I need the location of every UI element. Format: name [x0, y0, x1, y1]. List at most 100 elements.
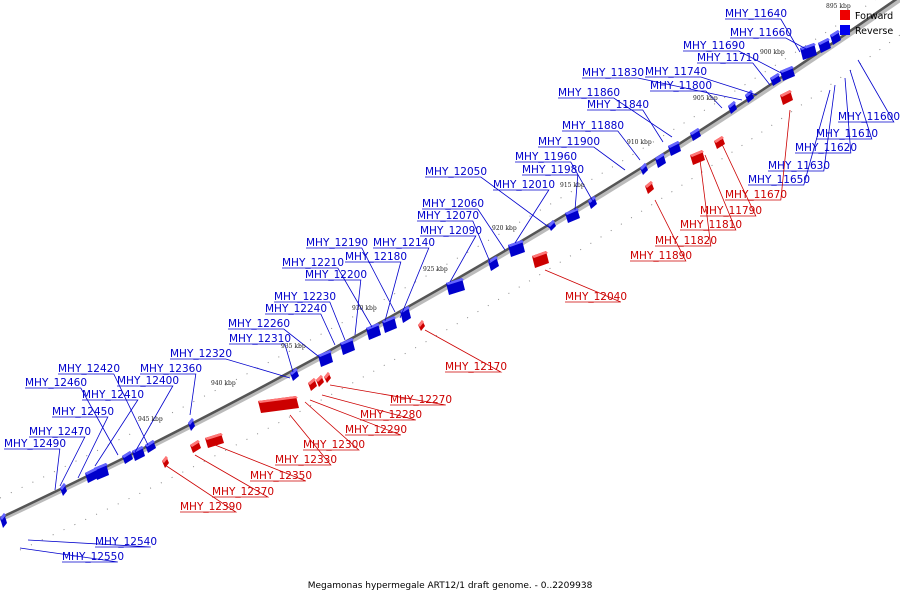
reverse-gene-label[interactable]: MHY_11640: [725, 8, 787, 20]
forward-gene-label[interactable]: MHY_12290: [345, 424, 407, 436]
forward-gene-label[interactable]: MHY_12270: [390, 394, 452, 406]
reverse-gene-label[interactable]: MHY_11620: [795, 142, 857, 154]
forward-gene-glyph[interactable]: [190, 440, 201, 453]
reverse-gene-label[interactable]: MHY_11860: [558, 87, 620, 99]
reverse-gene-label[interactable]: MHY_12140: [373, 237, 435, 249]
reverse-gene-label[interactable]: MHY_12470: [29, 426, 91, 438]
forward-gene-label[interactable]: MHY_12280: [360, 409, 422, 421]
forward-gene-glyph[interactable]: [714, 136, 725, 149]
forward-gene-label[interactable]: MHY_11820: [655, 235, 717, 247]
forward-gene-label[interactable]: MHY_11810: [680, 219, 742, 231]
forward-gene-glyph[interactable]: [205, 433, 224, 448]
reverse-gene-label[interactable]: MHY_12200: [305, 269, 367, 281]
reverse-gene-glyph[interactable]: [565, 208, 580, 223]
reverse-gene-label[interactable]: MHY_11710: [697, 52, 759, 64]
reverse-gene-glyph[interactable]: [188, 418, 195, 431]
reverse-gene-label[interactable]: MHY_12420: [58, 363, 120, 375]
reverse-gene-label[interactable]: MHY_11600: [838, 111, 900, 123]
forward-gene-glyph[interactable]: [316, 375, 324, 387]
forward-gene-label[interactable]: MHY_12370: [212, 486, 274, 498]
reverse-gene-label[interactable]: MHY_11980: [522, 164, 584, 176]
reverse-gene-glyph[interactable]: [488, 256, 499, 271]
reverse-gene-glyph[interactable]: [318, 350, 333, 367]
reverse-gene-label[interactable]: MHY_11740: [645, 66, 707, 78]
forward-gene-glyph[interactable]: [258, 396, 299, 413]
reverse-gene-label[interactable]: MHY_12070: [417, 210, 479, 222]
reverse-gene-label[interactable]: MHY_11880: [562, 120, 624, 132]
reverse-gene-label[interactable]: MHY_12230: [274, 291, 336, 303]
reverse-gene-label[interactable]: MHY_11650: [748, 174, 810, 186]
reverse-gene-leader-line: [274, 301, 346, 341]
reverse-gene-glyph[interactable]: [340, 338, 355, 355]
reverse-gene-label[interactable]: MHY_12060: [422, 198, 484, 210]
reverse-gene-label[interactable]: MHY_11830: [582, 67, 644, 79]
reverse-gene-glyph[interactable]: [94, 463, 109, 480]
forward-gene-label[interactable]: MHY_11890: [630, 250, 692, 262]
reverse-gene-label[interactable]: MHY_11800: [650, 80, 712, 92]
reverse-gene-glyph[interactable]: [85, 468, 98, 483]
reverse-gene-label[interactable]: MHY_12090: [420, 225, 482, 237]
reverse-gene-label[interactable]: MHY_11960: [515, 151, 577, 163]
reverse-gene-glyph[interactable]: [508, 240, 525, 257]
forward-gene-glyph[interactable]: [780, 90, 793, 105]
reverse-gene-glyph[interactable]: [780, 66, 795, 81]
reverse-gene-glyph[interactable]: [132, 446, 145, 461]
reverse-gene-glyph[interactable]: [830, 30, 841, 45]
reverse-gene-label[interactable]: MHY_11660: [730, 27, 792, 39]
reverse-gene-label[interactable]: MHY_12210: [282, 257, 344, 269]
forward-gene-label[interactable]: MHY_11790: [700, 205, 762, 217]
reverse-gene-label[interactable]: MHY_11630: [768, 160, 830, 172]
reverse-gene-glyph[interactable]: [655, 153, 666, 168]
forward-gene-glyph[interactable]: [418, 320, 425, 331]
reverse-gene-glyph[interactable]: [382, 316, 397, 333]
reverse-gene-label[interactable]: MHY_12050: [425, 166, 487, 178]
reverse-gene-glyph[interactable]: [0, 513, 7, 528]
reverse-gene-label[interactable]: MHY_12010: [493, 179, 555, 191]
reverse-gene-glyph[interactable]: [122, 451, 133, 464]
reverse-gene-label[interactable]: MHY_11610: [816, 128, 878, 140]
reverse-gene-glyph[interactable]: [818, 38, 831, 53]
forward-gene-glyph[interactable]: [690, 150, 705, 165]
reverse-gene-label[interactable]: MHY_12410: [82, 389, 144, 401]
reverse-gene-label[interactable]: MHY_12400: [117, 375, 179, 387]
reverse-gene-glyph[interactable]: [290, 368, 299, 381]
reverse-gene-label[interactable]: MHY_12550: [62, 551, 124, 563]
forward-gene-label[interactable]: MHY_12040: [565, 291, 627, 303]
forward-gene-label[interactable]: MHY_12300: [303, 439, 365, 451]
forward-gene-label[interactable]: MHY_12170: [445, 361, 507, 373]
reverse-gene-glyph[interactable]: [60, 483, 67, 496]
forward-gene-label[interactable]: MHY_11670: [725, 189, 787, 201]
forward-gene-label[interactable]: MHY_12350: [250, 470, 312, 482]
reverse-gene-glyph[interactable]: [145, 440, 156, 453]
reverse-gene-glyph[interactable]: [668, 141, 681, 156]
forward-gene-glyph[interactable]: [324, 372, 331, 383]
reverse-gene-glyph[interactable]: [446, 278, 465, 295]
reverse-gene-glyph[interactable]: [548, 220, 556, 231]
reverse-gene-label[interactable]: MHY_12260: [228, 318, 290, 330]
reverse-gene-label[interactable]: MHY_12460: [25, 377, 87, 389]
forward-gene-glyph[interactable]: [532, 251, 549, 268]
reverse-gene-label[interactable]: MHY_12310: [229, 333, 291, 345]
reverse-gene-label[interactable]: MHY_12450: [52, 406, 114, 418]
reverse-gene-glyph[interactable]: [588, 196, 597, 209]
forward-gene-glyph[interactable]: [645, 181, 654, 194]
reverse-gene-label[interactable]: MHY_12360: [140, 363, 202, 375]
reverse-gene-label[interactable]: MHY_12180: [345, 251, 407, 263]
reverse-gene-label[interactable]: MHY_12540: [95, 536, 157, 548]
reverse-gene-label[interactable]: MHY_11840: [587, 99, 649, 111]
reverse-gene-glyph[interactable]: [366, 323, 381, 340]
reverse-gene-label[interactable]: MHY_12320: [170, 348, 232, 360]
reverse-gene-label[interactable]: MHY_11690: [683, 40, 745, 52]
reverse-gene-glyph[interactable]: [728, 101, 737, 114]
forward-gene-glyph[interactable]: [162, 456, 169, 468]
reverse-gene-label[interactable]: MHY_12190: [306, 237, 368, 249]
reverse-gene-label[interactable]: MHY_11900: [538, 136, 600, 148]
forward-gene-label[interactable]: MHY_12330: [275, 454, 337, 466]
reverse-gene-glyph[interactable]: [640, 163, 648, 175]
forward-gene-glyph[interactable]: [308, 378, 317, 391]
reverse-gene-glyph[interactable]: [770, 73, 781, 86]
reverse-gene-label[interactable]: MHY_12490: [4, 438, 66, 450]
reverse-gene-label[interactable]: MHY_12240: [265, 303, 327, 315]
reverse-gene-glyph[interactable]: [690, 128, 701, 141]
forward-gene-label[interactable]: MHY_12390: [180, 501, 242, 513]
